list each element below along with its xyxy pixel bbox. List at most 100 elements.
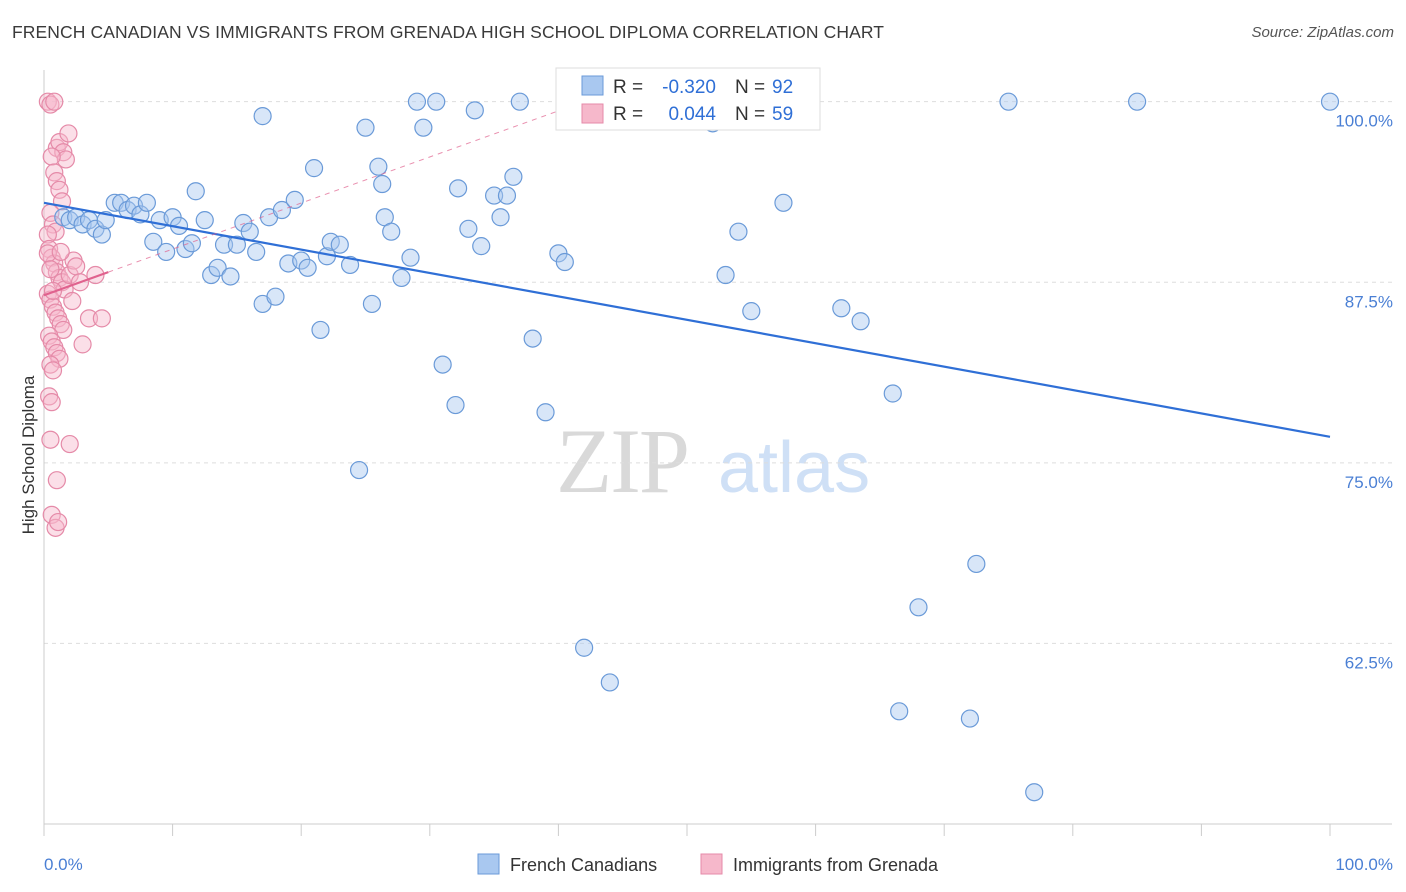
grenada-point [67, 257, 86, 276]
grenada-point [92, 309, 111, 328]
grenada-point [50, 349, 69, 368]
trend-line-french-canadians [43, 201, 1331, 438]
french-canadian-point [600, 673, 619, 692]
watermark-atlas: atlas [718, 428, 870, 508]
y-tick-label: 100.0% [1335, 112, 1393, 131]
french-canadian-point [401, 248, 420, 267]
y-tick-label: 75.0% [1345, 473, 1393, 492]
grenada-point [50, 180, 69, 199]
bottom-legend-french-canadians: French Canadians [510, 855, 657, 875]
french-canadian-point [186, 182, 205, 201]
french-canadian-point [247, 242, 266, 262]
correlation-legend: R = -0.320 N = 92 R = 0.044 N = 59 [555, 67, 821, 131]
legend-swatch-blue [581, 75, 604, 96]
french-canadian-point [1025, 783, 1044, 802]
french-canadian-point [774, 193, 793, 212]
grenada-point [79, 309, 99, 328]
french-canadian-point [195, 211, 214, 230]
french-canadian-point [472, 237, 491, 256]
french-canadian-point [202, 265, 221, 285]
french-canadian-point [369, 157, 388, 176]
french-canadian-point [523, 329, 542, 348]
french-canadian-point [851, 312, 870, 331]
series-french-canadians-points [54, 92, 1340, 802]
french-canadian-point [459, 219, 478, 238]
french-canadian-point [465, 101, 484, 120]
french-canadian-point [510, 92, 529, 111]
legend-r-label-2: R = [613, 104, 643, 125]
french-canadian-point [137, 193, 156, 212]
french-canadian-point [960, 709, 980, 728]
grenada-point [42, 393, 61, 412]
watermark-zip: ZIP [556, 410, 688, 512]
x-tick-label-min: 0.0% [44, 855, 83, 874]
french-canadian-point [1127, 92, 1147, 111]
chart-title: FRENCH CANADIAN VS IMMIGRANTS FROM GRENA… [12, 22, 885, 42]
grenada-point [38, 92, 57, 111]
legend-n-value-1: 92 [772, 77, 793, 98]
legend-n-value-2: 59 [772, 104, 793, 125]
french-canadian-point [832, 299, 851, 318]
french-canadian-point [407, 92, 427, 111]
grenada-point [47, 471, 66, 490]
french-canadian-point [266, 287, 285, 306]
french-canadian-point [182, 234, 201, 253]
french-canadian-point [967, 554, 986, 574]
french-canadian-point [392, 268, 411, 288]
french-canadian-point [485, 186, 504, 205]
french-canadian-point [909, 598, 928, 617]
grenada-point [59, 124, 78, 143]
y-tick-label: 87.5% [1345, 292, 1393, 311]
grenada-point [43, 361, 63, 380]
french-canadian-point [497, 186, 517, 205]
french-canadian-point [208, 258, 227, 277]
trend-lines [43, 101, 1331, 438]
legend-n-label-1: N = [735, 77, 765, 98]
french-canadian-point [340, 255, 360, 275]
french-canadian-point [356, 118, 375, 137]
grenada-point [43, 215, 63, 234]
grenada-point [60, 434, 79, 454]
french-canadian-point [536, 403, 555, 422]
legend-r-value-2: 0.044 [668, 104, 716, 125]
grenada-point [38, 225, 57, 244]
grenada-point [41, 430, 60, 449]
grenada-point [56, 150, 75, 169]
french-canadian-point [890, 702, 909, 721]
french-canadian-point [92, 225, 111, 244]
french-canadian-point [382, 222, 401, 241]
source-credit: Source: ZipAtlas.com [1251, 24, 1394, 41]
french-canadian-point [427, 92, 446, 111]
french-canadian-point [446, 395, 465, 415]
french-canadian-point [221, 267, 240, 286]
series-grenada-points [38, 92, 111, 537]
french-canadian-point [433, 355, 452, 374]
x-tick-label-max: 100.0% [1335, 855, 1393, 874]
french-canadian-point [144, 232, 163, 251]
legend-swatch-pink [581, 103, 604, 124]
bottom-legend-grenada: Immigrants from Grenada [733, 855, 939, 875]
french-canadian-point [304, 159, 324, 178]
legend-n-label-2: N = [735, 104, 765, 125]
french-canadian-point [298, 258, 317, 277]
french-canadian-point [253, 107, 272, 126]
bottom-legend-swatch-blue [477, 853, 500, 875]
french-canadian-point [311, 320, 330, 340]
french-canadian-point [883, 384, 902, 403]
grenada-point [42, 147, 61, 166]
french-canadian-point [742, 302, 761, 321]
trend-line-grenada [43, 271, 109, 297]
grenada-point [73, 335, 92, 354]
grenada-point [49, 512, 68, 532]
y-tick-label: 62.5% [1345, 653, 1393, 672]
grenada-point [54, 143, 73, 162]
french-canadian-point [716, 265, 735, 285]
grid-lines [44, 101, 1392, 644]
french-canadian-point [292, 251, 311, 270]
french-canadian-point [448, 179, 468, 198]
bottom-legend-swatch-pink [700, 853, 723, 875]
trend-line-grenada-extension [108, 101, 585, 273]
grenada-point [45, 92, 64, 111]
french-canadian-point [491, 208, 510, 227]
